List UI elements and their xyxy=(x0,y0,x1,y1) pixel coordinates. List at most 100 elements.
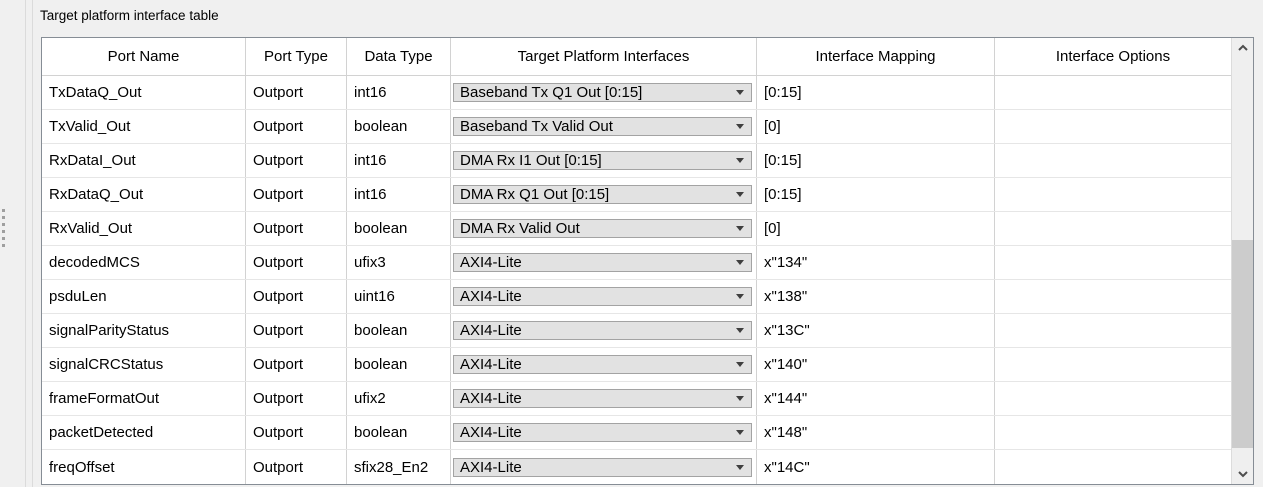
chevron-down-icon xyxy=(736,226,744,231)
interface-options-cell[interactable] xyxy=(995,178,1231,211)
splitter-line xyxy=(32,0,33,487)
interface-mapping-cell[interactable]: [0:15] xyxy=(757,76,995,109)
port-name-cell: RxDataQ_Out xyxy=(42,178,246,211)
port-name-cell: packetDetected xyxy=(42,416,246,449)
interface-options-cell[interactable] xyxy=(995,110,1231,143)
port-name-cell: psduLen xyxy=(42,280,246,313)
interface-mapping-cell[interactable]: x"134" xyxy=(757,246,995,279)
column-header-data-type: Data Type xyxy=(347,38,451,75)
data-type-cell: sfix28_En2 xyxy=(347,450,451,484)
dropdown-selected-value: AXI4-Lite xyxy=(460,356,522,373)
data-type-cell: int16 xyxy=(347,76,451,109)
interface-mapping-cell[interactable]: x"148" xyxy=(757,416,995,449)
port-name-cell: signalParityStatus xyxy=(42,314,246,347)
interface-dropdown[interactable]: AXI4-Lite xyxy=(453,321,752,340)
interface-cell: DMA Rx I1 Out [0:15] xyxy=(451,144,757,177)
interface-options-cell[interactable] xyxy=(995,416,1231,449)
column-header-port-name: Port Name xyxy=(42,38,246,75)
port-name-cell: RxDataI_Out xyxy=(42,144,246,177)
interface-mapping-cell[interactable]: [0] xyxy=(757,212,995,245)
data-type-cell: boolean xyxy=(347,314,451,347)
chevron-down-icon xyxy=(736,260,744,265)
port-name-cell: decodedMCS xyxy=(42,246,246,279)
scroll-down-button[interactable] xyxy=(1232,464,1253,484)
interface-dropdown[interactable]: Baseband Tx Valid Out xyxy=(453,117,752,136)
table-row: psduLen Outport uint16 AXI4-Lite x"138" xyxy=(42,280,1231,314)
interface-dropdown[interactable]: AXI4-Lite xyxy=(453,389,752,408)
interface-dropdown[interactable]: DMA Rx Q1 Out [0:15] xyxy=(453,185,752,204)
port-name-cell: freqOffset xyxy=(42,450,246,484)
interface-options-cell[interactable] xyxy=(995,314,1231,347)
column-header-interface-options: Interface Options xyxy=(1055,48,1171,65)
port-type-cell: Outport xyxy=(246,76,347,109)
port-type-cell: Outport xyxy=(246,144,347,177)
interface-mapping-cell[interactable]: [0:15] xyxy=(757,144,995,177)
chevron-up-icon xyxy=(1237,44,1248,51)
dropdown-selected-value: AXI4-Lite xyxy=(460,458,522,476)
port-type-cell: Outport xyxy=(246,212,347,245)
interface-dropdown[interactable]: AXI4-Lite xyxy=(453,457,752,477)
data-type-cell: uint16 xyxy=(347,280,451,313)
data-type-cell: ufix3 xyxy=(347,246,451,279)
data-type-cell: int16 xyxy=(347,144,451,177)
interface-options-cell[interactable] xyxy=(995,382,1231,415)
interface-dropdown[interactable]: DMA Rx I1 Out [0:15] xyxy=(453,151,752,170)
dropdown-selected-value: AXI4-Lite xyxy=(460,288,522,305)
table-row: signalCRCStatus Outport boolean AXI4-Lit… xyxy=(42,348,1231,382)
dropdown-selected-value: DMA Rx Q1 Out [0:15] xyxy=(460,186,610,203)
interface-dropdown[interactable]: DMA Rx Valid Out xyxy=(453,219,752,238)
interface-dropdown[interactable]: AXI4-Lite xyxy=(453,355,752,374)
drag-handle-dots-icon[interactable] xyxy=(2,209,5,247)
chevron-down-icon xyxy=(736,90,744,95)
interface-options-cell[interactable] xyxy=(995,144,1231,177)
interface-dropdown[interactable]: AXI4-Lite xyxy=(453,287,752,306)
dropdown-selected-value: AXI4-Lite xyxy=(460,254,522,271)
column-header-target-platform-interfaces: Target Platform Interfaces xyxy=(451,38,757,75)
interface-mapping-cell[interactable]: x"138" xyxy=(757,280,995,313)
data-type-cell: int16 xyxy=(347,178,451,211)
port-type-cell: Outport xyxy=(246,348,347,381)
interface-dropdown[interactable]: AXI4-Lite xyxy=(453,423,752,442)
interface-mapping-cell[interactable]: x"14C" xyxy=(757,450,995,484)
interface-options-cell[interactable] xyxy=(995,212,1231,245)
dropdown-selected-value: AXI4-Lite xyxy=(460,424,522,441)
dropdown-selected-value: DMA Rx Valid Out xyxy=(460,220,580,237)
interface-options-cell[interactable] xyxy=(995,450,1231,484)
chevron-down-icon xyxy=(736,328,744,333)
interface-cell: DMA Rx Q1 Out [0:15] xyxy=(451,178,757,211)
table-row: decodedMCS Outport ufix3 AXI4-Lite x"134… xyxy=(42,246,1231,280)
interface-options-cell[interactable] xyxy=(995,280,1231,313)
port-name-cell: TxDataQ_Out xyxy=(42,76,246,109)
dropdown-selected-value: AXI4-Lite xyxy=(460,390,522,407)
interface-dropdown[interactable]: AXI4-Lite xyxy=(453,253,752,272)
dropdown-selected-value: Baseband Tx Valid Out xyxy=(460,118,613,135)
interface-cell: AXI4-Lite xyxy=(451,280,757,313)
table-row: TxDataQ_Out Outport int16 Baseband Tx Q1… xyxy=(42,76,1231,110)
interface-cell: AXI4-Lite xyxy=(451,246,757,279)
data-type-cell: boolean xyxy=(347,212,451,245)
interface-options-cell[interactable] xyxy=(995,246,1231,279)
interface-cell: AXI4-Lite xyxy=(451,382,757,415)
scroll-up-button[interactable] xyxy=(1232,38,1253,58)
column-header-interface-mapping: Interface Mapping xyxy=(757,38,995,75)
splitter-line xyxy=(25,0,26,487)
port-type-cell: Outport xyxy=(246,280,347,313)
interface-mapping-cell[interactable]: x"140" xyxy=(757,348,995,381)
chevron-down-icon xyxy=(736,464,744,470)
port-type-cell: Outport xyxy=(246,314,347,347)
table-row: RxValid_Out Outport boolean DMA Rx Valid… xyxy=(42,212,1231,246)
interface-mapping-cell[interactable]: x"144" xyxy=(757,382,995,415)
interface-table: Port Name Port Type Data Type Target Pla… xyxy=(41,37,1254,485)
interface-dropdown[interactable]: Baseband Tx Q1 Out [0:15] xyxy=(453,83,752,102)
interface-mapping-cell[interactable]: [0:15] xyxy=(757,178,995,211)
chevron-down-icon xyxy=(736,362,744,367)
interface-options-cell[interactable] xyxy=(995,348,1231,381)
port-type-cell: Outport xyxy=(246,110,347,143)
vertical-scrollbar[interactable] xyxy=(1231,38,1253,484)
data-type-cell: ufix2 xyxy=(347,382,451,415)
interface-mapping-cell[interactable]: [0] xyxy=(757,110,995,143)
interface-mapping-cell[interactable]: x"13C" xyxy=(757,314,995,347)
interface-options-cell[interactable] xyxy=(995,76,1231,109)
chevron-down-icon xyxy=(736,124,744,129)
scrollbar-thumb[interactable] xyxy=(1232,240,1253,448)
